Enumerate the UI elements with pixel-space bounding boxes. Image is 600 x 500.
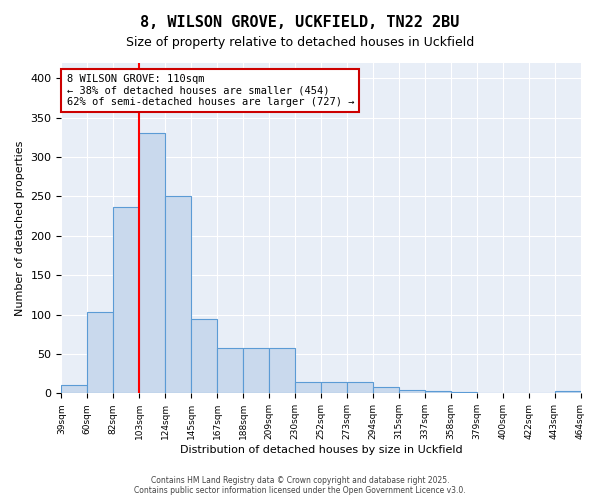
- Bar: [503, 392, 529, 394]
- Bar: [321, 382, 347, 394]
- Y-axis label: Number of detached properties: Number of detached properties: [15, 140, 25, 316]
- Bar: [139, 134, 165, 394]
- Bar: [191, 318, 217, 394]
- Bar: [269, 348, 295, 394]
- Bar: [425, 391, 451, 394]
- Text: Size of property relative to detached houses in Uckfield: Size of property relative to detached ho…: [126, 36, 474, 49]
- Bar: [554, 391, 581, 394]
- Bar: [399, 390, 425, 394]
- Text: 8 WILSON GROVE: 110sqm
← 38% of detached houses are smaller (454)
62% of semi-de: 8 WILSON GROVE: 110sqm ← 38% of detached…: [67, 74, 354, 108]
- Bar: [165, 196, 191, 394]
- Bar: [347, 382, 373, 394]
- Text: Contains HM Land Registry data © Crown copyright and database right 2025.
Contai: Contains HM Land Registry data © Crown c…: [134, 476, 466, 495]
- Bar: [88, 312, 113, 394]
- Bar: [217, 348, 243, 394]
- Bar: [373, 387, 399, 394]
- Text: 8, WILSON GROVE, UCKFIELD, TN22 2BU: 8, WILSON GROVE, UCKFIELD, TN22 2BU: [140, 15, 460, 30]
- Bar: [243, 348, 269, 394]
- Bar: [113, 206, 139, 394]
- Bar: [451, 392, 476, 394]
- Bar: [295, 382, 321, 394]
- Bar: [61, 386, 88, 394]
- X-axis label: Distribution of detached houses by size in Uckfield: Distribution of detached houses by size …: [179, 445, 462, 455]
